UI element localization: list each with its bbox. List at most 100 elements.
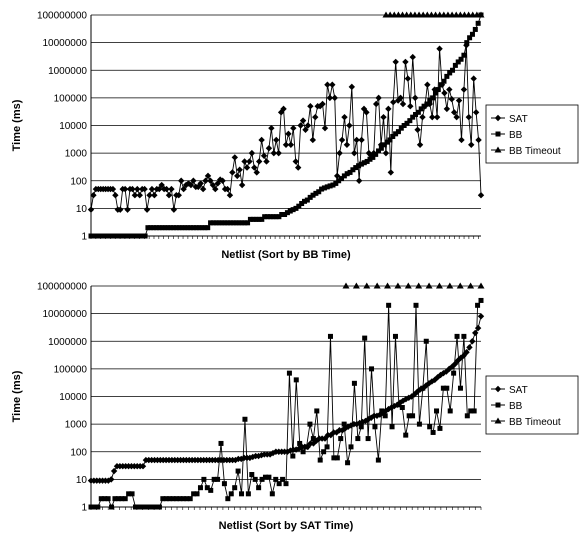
top-point-bb [432, 90, 438, 96]
top-point-sat [375, 94, 382, 102]
bottom-point-sat [408, 393, 415, 400]
top-point-bb [364, 158, 370, 164]
top-point-sat [402, 58, 409, 66]
bottom-point-bb [317, 457, 323, 463]
top-point-bb [176, 225, 182, 231]
top-point-bb [310, 192, 316, 198]
top-point-bb [319, 186, 325, 192]
top-point-sat [265, 145, 273, 152]
bottom-point-bb [105, 496, 111, 502]
top-point-sat [385, 105, 392, 113]
top-point-bb [455, 59, 461, 65]
bottom-point-bb [211, 476, 217, 482]
top-point-bb [148, 225, 154, 231]
top-point-sat [411, 94, 419, 102]
top-point-sat [419, 113, 426, 121]
bottom-point-bb [338, 436, 344, 442]
bottom-point-bb [208, 487, 214, 493]
bottom-legend-label-bb: BB [509, 401, 523, 412]
bottom-point-bb-timeout [373, 282, 381, 289]
top-point-sat [280, 105, 287, 113]
top-point-sat [216, 176, 224, 183]
bottom-point-bb [245, 491, 251, 497]
top-point-bb [94, 233, 100, 239]
top-point-bb [131, 233, 137, 239]
top-point-bb [475, 20, 481, 26]
top-point-sat [365, 149, 373, 157]
top-point-bb [193, 225, 199, 231]
bottom-point-bb [266, 474, 272, 480]
top-point-sat [151, 191, 158, 199]
top-point-sat [180, 185, 187, 193]
bottom-point-bb [348, 444, 354, 450]
bottom-line-bb [91, 300, 482, 509]
top-point-bb [464, 40, 470, 46]
bottom-point-bb [180, 496, 186, 502]
top-point-bb [373, 151, 379, 157]
bottom-point-bb [434, 408, 440, 414]
top-point-bb [387, 137, 393, 143]
bottom-legend-label-bb-timeout: BB Timeout [509, 417, 561, 428]
bottom-point-bb [379, 408, 385, 414]
top-point-sat [285, 130, 292, 138]
top-point-bb [210, 220, 216, 226]
top-point-bb [202, 225, 208, 231]
bottom-point-bb [201, 476, 207, 482]
top-point-bb [270, 214, 276, 220]
top-point-bb [99, 233, 105, 239]
bottom-point-bb [283, 481, 289, 487]
bottom-point-bb [177, 496, 183, 502]
top-point-sat [355, 177, 363, 184]
top-point-sat [353, 136, 360, 144]
top-point-bb [467, 35, 473, 41]
top-point-bb [165, 225, 171, 231]
bottom-point-bb [396, 402, 402, 408]
bottom-ytick-label: 100 [70, 447, 87, 458]
bottom-ytick-label: 100000 [54, 364, 88, 375]
bottom-point-bb [170, 496, 176, 502]
top-point-bb [119, 233, 125, 239]
bottom-point-bb [444, 385, 450, 391]
top-point-sat [282, 141, 290, 149]
top-point-sat [236, 166, 243, 173]
top-point-bb [438, 82, 444, 88]
top-point-bb [208, 220, 214, 226]
top-point-bb [245, 220, 251, 226]
bottom-point-bb [413, 302, 419, 308]
top-point-bb [418, 106, 424, 112]
bottom-point-bb [232, 485, 238, 491]
top-point-bb [128, 233, 134, 239]
top-point-sat [270, 149, 278, 157]
top-legend-label-sat: SAT [509, 114, 528, 125]
top-ytick-label: 1000 [65, 149, 88, 160]
bottom-point-bb [256, 485, 262, 491]
chart-sat-sorted-svg: 1 10 100 1000 10000 100000 1000000 10000000 1000… [11, 282, 579, 532]
bottom-point-bb [280, 476, 286, 482]
top-point-sat [207, 177, 214, 184]
bottom-point-bb [410, 413, 416, 419]
top-point-bb [398, 125, 404, 131]
top-point-bb [250, 216, 256, 222]
top-ytick-label: 10000 [59, 121, 87, 132]
top-point-sat [443, 105, 451, 113]
bottom-point-bb [156, 504, 162, 510]
top-point-bb [173, 225, 179, 231]
bottom-point-sat [425, 380, 433, 387]
bottom-point-bb [126, 491, 132, 497]
top-point-bb [247, 216, 253, 222]
bottom-point-bb [427, 424, 433, 430]
top-point-sat [346, 122, 353, 129]
bottom-point-bb [389, 424, 395, 430]
bottom-ytick-label: 100000000 [37, 282, 87, 293]
bottom-point-bb-timeout [363, 282, 371, 289]
bottom-ylabel: Time (ms) [11, 370, 23, 422]
top-point-bb [171, 225, 177, 231]
top-point-bb [273, 214, 279, 220]
bottom-point-bb-timeout [404, 282, 412, 289]
chart-bb-sorted: 1 10 100 1000 10000 100000 1000000 10000000 1000… [0, 0, 582, 271]
bottom-point-bb [191, 491, 197, 497]
top-point-bb [279, 212, 285, 218]
top-point-sat [165, 191, 173, 199]
bottom-point-bb [146, 504, 152, 510]
top-point-sat [307, 102, 314, 110]
